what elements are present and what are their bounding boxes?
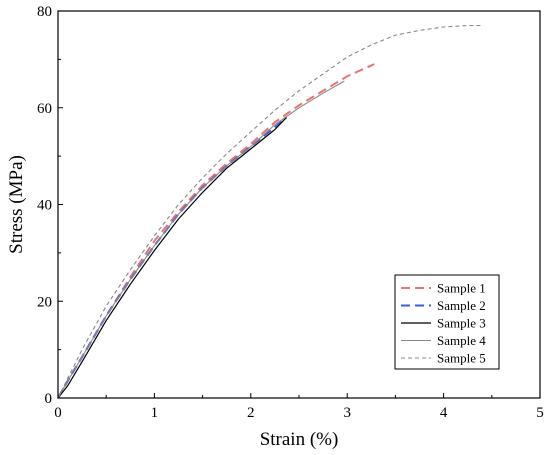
y-axis-title: Stress (MPa) (6, 155, 27, 254)
x-axis-title: Strain (%) (260, 429, 339, 450)
y-tick-label: 40 (37, 198, 52, 214)
ticks-layer: 0 1 2 3 4 5 0 20 40 60 80 (37, 4, 544, 421)
legend-label-2: Sample 2 (437, 298, 486, 313)
legend-box (394, 274, 500, 370)
series-line-2 (57, 116, 288, 399)
series-line-4 (57, 80, 345, 399)
x-tick-label: 5 (536, 405, 544, 421)
y-tick-label: 60 (37, 101, 52, 117)
series-line-1 (57, 63, 375, 399)
x-tick-label: 3 (343, 405, 351, 421)
x-tick-label: 2 (247, 405, 255, 421)
series-line-3 (57, 116, 287, 399)
x-tick-label: 1 (151, 405, 159, 421)
series-layer (57, 24, 483, 399)
y-tick-label: 80 (37, 4, 52, 20)
legend-label-3: Sample 3 (437, 316, 486, 331)
y-tick-label: 20 (37, 294, 52, 310)
series-line-5 (57, 24, 483, 399)
legend-label-4: Sample 4 (437, 333, 486, 348)
legend-label-5: Sample 5 (437, 351, 486, 366)
x-tick-label: 4 (440, 405, 448, 421)
y-tick-label: 0 (45, 391, 53, 407)
legend: Sample 1 Sample 2 Sample 3 Sample 4 Sample 5 (394, 274, 500, 370)
legend-label-1: Sample 1 (437, 281, 486, 296)
x-tick-label: 0 (54, 405, 62, 421)
